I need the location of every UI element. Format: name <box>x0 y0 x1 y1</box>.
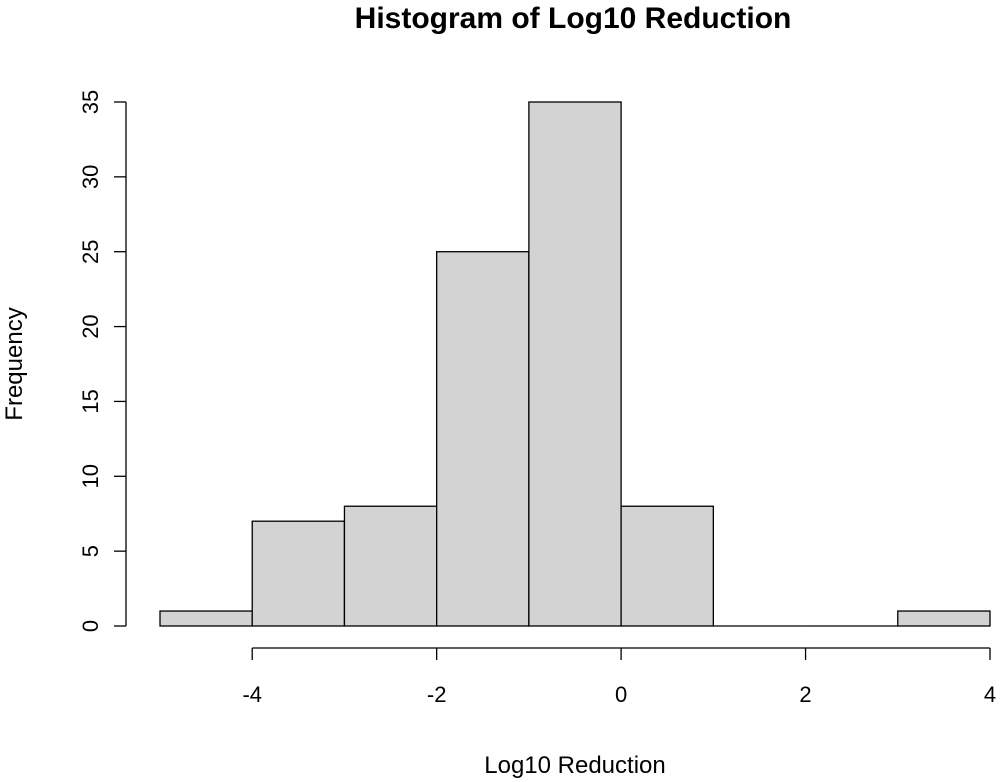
histogram-bar <box>159 610 253 627</box>
y-tick-label: 35 <box>78 90 103 114</box>
histogram-bar <box>528 101 622 627</box>
y-tick-label: 5 <box>78 545 103 557</box>
y-tick-label: 30 <box>78 165 103 189</box>
histogram-bar <box>436 251 530 627</box>
y-tick-label: 20 <box>78 314 103 338</box>
y-tick-label: 15 <box>78 389 103 413</box>
histogram-bar <box>897 610 991 627</box>
x-axis: -4 -2 0 2 4 <box>242 647 996 707</box>
histogram-bar <box>251 520 346 627</box>
histogram-bar <box>620 505 714 627</box>
x-tick-label: 2 <box>799 682 811 707</box>
x-tick-label: -2 <box>427 682 447 707</box>
x-axis-title: Log10 Reduction <box>484 752 665 779</box>
histogram-bars <box>159 101 991 627</box>
y-axis: 0 5 10 15 20 25 30 35 <box>78 90 127 632</box>
y-tick-label: 10 <box>78 464 103 488</box>
x-tick-label: 0 <box>615 682 627 707</box>
y-tick-label: 25 <box>78 239 103 263</box>
y-axis-title: Frequency <box>1 307 28 420</box>
y-tick-label: 0 <box>78 620 103 632</box>
histogram-bar <box>343 505 438 627</box>
x-tick-label: 4 <box>984 682 996 707</box>
chart-title: Histogram of Log10 Reduction <box>355 2 792 35</box>
x-tick-label: -4 <box>242 682 262 707</box>
